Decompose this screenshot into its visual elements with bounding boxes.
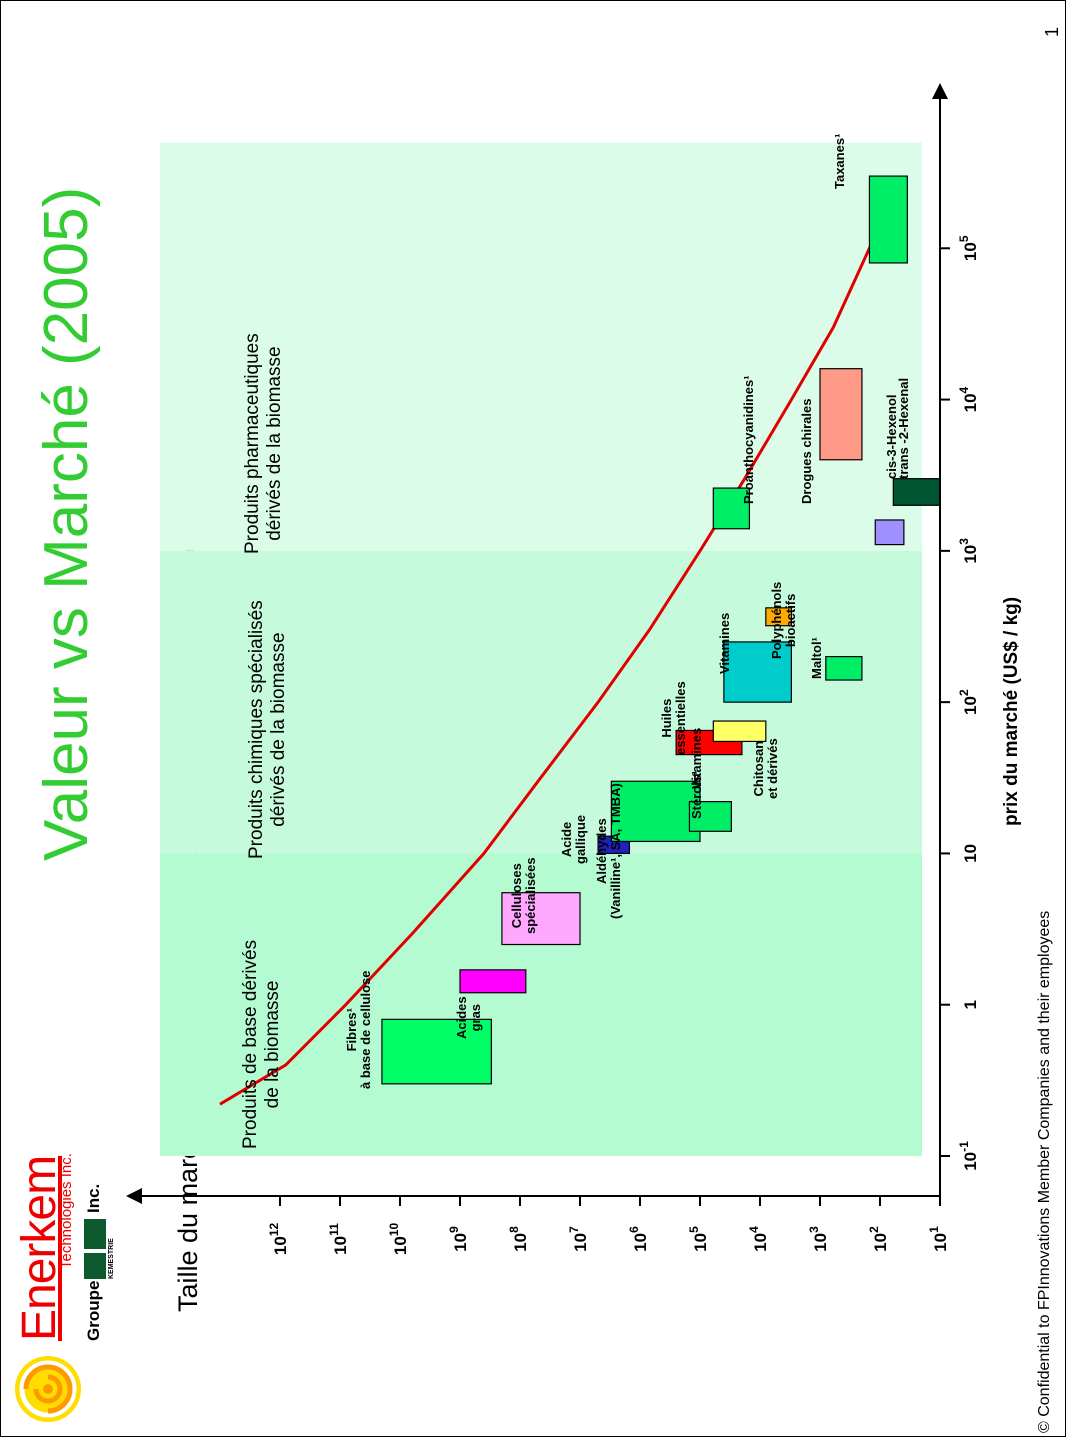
y-tick-label-5: 107 <box>567 1226 590 1252</box>
product-box-9 <box>723 641 792 703</box>
product-label-9: Vitamines <box>689 727 704 789</box>
x-tick-label-5: 104 <box>957 386 980 412</box>
product-label-8: Chitosan et dérivés <box>751 738 780 799</box>
region-band-1 <box>160 550 922 854</box>
enerkem-logo-icon <box>12 1353 84 1425</box>
x-tick-label-6: 105 <box>957 235 980 261</box>
product-label-13: Drogues chirales <box>799 398 814 505</box>
product-box-4 <box>610 780 701 843</box>
product-box-14 <box>874 519 905 546</box>
y-tick-label-8: 104 <box>747 1226 770 1252</box>
x-axis-label: prix du marché (US$ / kg) <box>1001 596 1022 826</box>
trend-curve <box>219 175 903 1106</box>
product-label-16: Taxanes¹ <box>832 133 847 189</box>
y-tick-label-0: 1012 <box>267 1223 290 1256</box>
product-box-7 <box>712 720 767 743</box>
y-tick-label-4: 108 <box>507 1226 530 1252</box>
product-label-0: Fibres¹ à base de cellulose <box>344 970 373 1089</box>
y-tick-label-1: 1011 <box>327 1223 350 1255</box>
region-band-0 <box>160 853 922 1156</box>
y-tick-label-2: 1010 <box>387 1223 410 1256</box>
region-label-1: Produits chimiques spécialisés dérivés d… <box>246 600 289 859</box>
x-tick-label-4: 103 <box>957 538 980 564</box>
x-tick-label-2: 10 <box>961 844 980 863</box>
y-tick-label-3: 109 <box>447 1226 470 1252</box>
product-label-11: Maltol¹ <box>809 637 824 679</box>
product-box-13 <box>819 368 863 461</box>
y-tick-label-6: 106 <box>627 1226 650 1252</box>
product-box-0 <box>381 1018 492 1085</box>
region-label-2: Produits pharmaceutiques dérivés de la b… <box>242 333 285 554</box>
product-label-12: Proanthocyanidines¹ <box>741 375 756 504</box>
y-tick-label-10: 102 <box>867 1226 890 1252</box>
kemestrie-logo-icon <box>82 1217 108 1279</box>
product-box-10 <box>765 607 792 627</box>
product-label-7: Vitamines <box>717 612 732 674</box>
product-label-10: Polyphénols bioactifs <box>769 581 798 659</box>
x-tick-label-3: 102 <box>957 689 980 715</box>
y-tick-label-9: 103 <box>807 1226 830 1252</box>
product-box-1 <box>459 969 527 994</box>
product-box-11 <box>825 656 863 681</box>
product-box-15 <box>892 478 941 506</box>
product-box-2 <box>501 892 581 946</box>
product-box-16 <box>868 175 908 264</box>
product-box-12 <box>712 487 751 530</box>
y-tick-label-11: 101 <box>927 1226 950 1252</box>
product-box-5 <box>688 801 732 832</box>
y-tick-label-7: 105 <box>687 1226 710 1252</box>
product-label-1: Acides gras <box>454 996 483 1039</box>
product-label-3: Acide gallique <box>559 814 588 864</box>
region-band-2 <box>160 142 922 551</box>
product-label-15: trans -2-Hexenal <box>896 377 911 479</box>
x-tick-label-1: 1 <box>961 1000 980 1009</box>
product-label-6: Huiles essentielles <box>659 681 688 755</box>
region-label-0: Produits de base dérivés de la biomasse <box>240 939 283 1149</box>
product-label-4: Aldéhydes (Vanilline¹, SA, TMBA) <box>594 783 623 919</box>
x-tick-label-0: 10-1 <box>957 1141 980 1171</box>
product-label-2: Celluloses spécialisées <box>509 857 538 934</box>
